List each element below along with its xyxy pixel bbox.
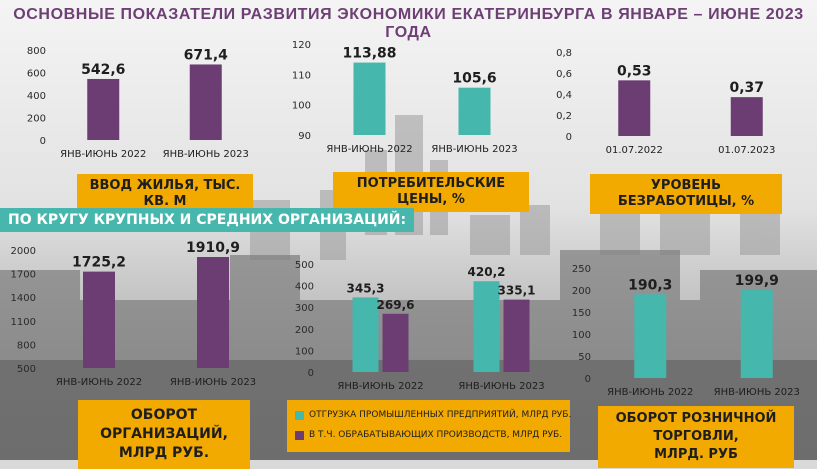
- y-tick-label: 200: [295, 325, 314, 336]
- bar: [197, 257, 229, 368]
- y-tick-label: 600: [27, 69, 46, 80]
- data-label: 420,2: [468, 265, 506, 279]
- x-tick-label: ЯНВ-ИЮНЬ 2022: [60, 149, 146, 160]
- bar: [503, 299, 530, 372]
- y-tick-label: 200: [572, 286, 591, 297]
- retail-turnover-caption: ОБОРОТ РОЗНИЧНОЙ ТОРГОВЛИ, МЛРД. РУБ: [598, 406, 794, 468]
- x-tick-label: 01.07.2023: [718, 145, 775, 156]
- y-tick-label: 400: [27, 91, 46, 102]
- consumer-prices-chart: 90 100 110 120 113,88 ЯНВ-ИЮНЬ 2022 105,6 ЯНВ-И…: [292, 40, 518, 155]
- bar: [353, 62, 386, 136]
- y-tick-label: 150: [572, 308, 591, 319]
- housing-chart: 0 200 400 600 800 542,6 ЯНВ-ИЮНЬ 2022 671,4 ЯНВ-…: [27, 46, 249, 160]
- y-tick-label: 0,6: [556, 69, 572, 80]
- section-banner: ПО КРУГУ КРУПНЫХ И СРЕДНИХ ОРГАНИЗАЦИЙ:: [0, 208, 415, 232]
- data-label: 335,1: [498, 284, 536, 298]
- y-tick-label: 100: [572, 330, 591, 341]
- bar: [618, 80, 651, 136]
- y-tick-label: 0: [585, 374, 591, 385]
- y-tick-label: 0: [566, 132, 572, 143]
- bar: [473, 281, 500, 372]
- y-tick-label: 250: [572, 264, 591, 275]
- y-tick-label: 120: [292, 40, 311, 51]
- bar: [730, 97, 763, 136]
- y-tick-label: 0: [40, 136, 46, 147]
- y-tick-label: 110: [292, 70, 311, 81]
- data-label: 190,3: [628, 277, 672, 293]
- y-tick-label: 400: [295, 282, 314, 293]
- bar: [189, 64, 222, 140]
- x-tick-label: ЯНВ-ИЮНЬ 2022: [56, 377, 142, 388]
- unemployment-chart: 0 0,2 0,4 0,6 0,8 0,53 01.07.2022 0,37 01.07.202…: [556, 48, 775, 156]
- data-label: 0,53: [617, 63, 652, 79]
- y-tick-label: 800: [27, 46, 46, 57]
- x-tick-label: ЯНВ-ИЮНЬ 2022: [326, 144, 412, 155]
- data-label: 0,37: [729, 80, 764, 96]
- data-label: 1725,2: [72, 255, 126, 271]
- y-tick-label: 1700: [11, 270, 36, 281]
- data-label: 113,88: [342, 46, 396, 62]
- bar: [634, 294, 667, 378]
- y-tick-label: 0,8: [556, 48, 572, 59]
- chart-legend: ОТГРУЗКА ПРОМЫШЛЕННЫХ ПРЕДПРИЯТИЙ, МЛРД …: [287, 400, 571, 452]
- legend-swatch-teal: [295, 410, 304, 420]
- x-tick-label: ЯНВ-ИЮНЬ 2022: [337, 381, 423, 392]
- x-tick-label: ЯНВ-ИЮНЬ 2023: [170, 377, 256, 388]
- y-tick-label: 300: [295, 303, 314, 314]
- x-tick-label: 01.07.2022: [606, 145, 663, 156]
- y-tick-label: 0,4: [556, 90, 572, 101]
- bar: [740, 290, 773, 378]
- y-tick-label: 2000: [11, 246, 36, 257]
- data-label: 1910,9: [186, 240, 240, 256]
- bar: [83, 271, 115, 368]
- organizations-turnover-caption: ОБОРОТ ОРГАНИЗАЦИЙ, МЛРД РУБ.: [78, 400, 250, 469]
- x-tick-label: ЯНВ-ИЮНЬ 2022: [607, 387, 693, 398]
- x-tick-label: ЯНВ-ИЮНЬ 2023: [458, 381, 544, 392]
- y-tick-label: 800: [17, 340, 36, 351]
- data-label: 105,6: [452, 71, 496, 87]
- consumer-prices-caption: ПОТРЕБИТЕЛЬСКИЕ ЦЕНЫ, %: [333, 172, 529, 212]
- y-tick-label: 1400: [11, 293, 36, 304]
- y-tick-label: 0,2: [556, 111, 572, 122]
- organizations-turnover-chart: 500 800 1100 1400 1700 2000 1725,2 ЯНВ-ИЮНЬ 202…: [11, 240, 257, 388]
- legend-item-shipment: ОТГРУЗКА ПРОМЫШЛЕННЫХ ПРЕДПРИЯТИЙ, МЛРД …: [295, 405, 571, 425]
- y-tick-label: 200: [27, 114, 46, 125]
- x-tick-label: ЯНВ-ИЮНЬ 2023: [163, 149, 249, 160]
- y-tick-label: 1100: [11, 317, 36, 328]
- y-tick-label: 90: [298, 131, 311, 142]
- legend-swatch-purple: [295, 430, 304, 440]
- bar: [352, 297, 379, 372]
- retail-turnover-chart: 0 50 100 150 200 250 190,3 ЯНВ-ИЮНЬ 2022 199,9 ЯН…: [572, 264, 800, 398]
- bar: [382, 313, 409, 372]
- data-label: 345,3: [347, 281, 385, 295]
- y-tick-label: 500: [17, 364, 36, 375]
- housing-caption: ВВОД ЖИЛЬЯ, ТЫС. КВ. М: [77, 174, 253, 214]
- data-label: 671,4: [184, 47, 229, 63]
- data-label: 542,6: [81, 62, 125, 78]
- x-tick-label: ЯНВ-ИЮНЬ 2023: [714, 387, 800, 398]
- legend-item-manufacturing: В Т.Ч. ОБРАБАТЫВАЮЩИХ ПРОИЗВОДСТВ, МЛРД …: [295, 425, 562, 445]
- y-tick-label: 500: [295, 260, 314, 271]
- data-label: 199,9: [735, 273, 779, 289]
- y-tick-label: 0: [308, 368, 314, 379]
- y-tick-label: 100: [292, 101, 311, 112]
- data-label: 269,6: [377, 298, 415, 312]
- x-tick-label: ЯНВ-ИЮНЬ 2023: [431, 144, 517, 155]
- y-tick-label: 50: [578, 352, 591, 363]
- unemployment-caption: УРОВЕНЬ БЕЗРАБОТИЦЫ, %: [590, 174, 782, 214]
- industrial-shipment-chart: 0 100 200 300 400 500 345,3 269,6 ЯНВ-ИЮНЬ 2022 4…: [295, 260, 545, 392]
- y-tick-label: 100: [295, 346, 314, 357]
- bar: [458, 87, 491, 135]
- bar: [87, 78, 120, 140]
- page-title: ОСНОВНЫЕ ПОКАЗАТЕЛИ РАЗВИТИЯ ЭКОНОМИКИ Е…: [13, 6, 804, 41]
